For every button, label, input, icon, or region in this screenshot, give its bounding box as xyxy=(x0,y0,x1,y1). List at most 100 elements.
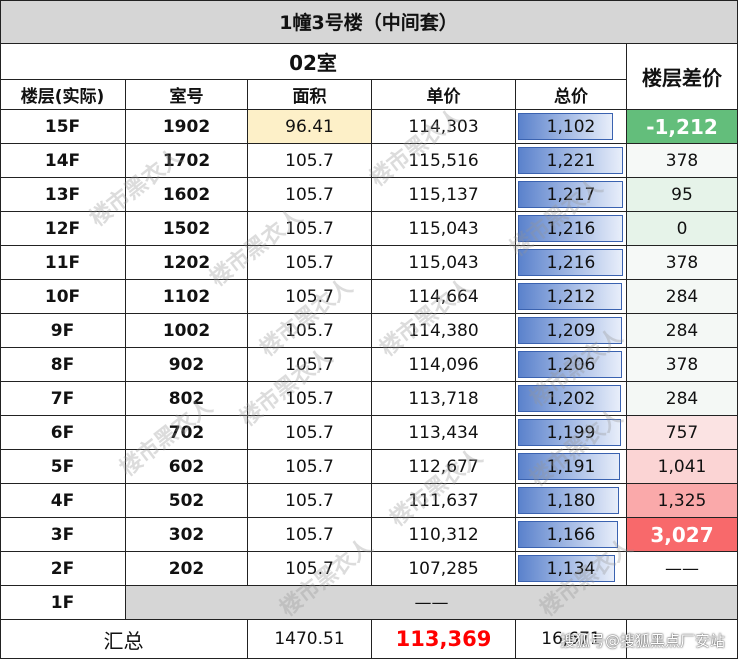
area-cell: 105.7 xyxy=(248,178,372,212)
total-price-value: 1,221 xyxy=(546,150,596,171)
area-cell: 105.7 xyxy=(248,416,372,450)
floor-cell: 8F xyxy=(0,348,126,382)
total-price-value: 1,134 xyxy=(546,558,596,579)
floor-diff-cell: 1,041 xyxy=(627,450,738,484)
total-price-bar xyxy=(518,521,618,548)
column-header: 总价 xyxy=(516,80,627,110)
total-price-bar xyxy=(518,113,613,140)
room-number-cell: 1502 xyxy=(126,212,248,246)
total-price-cell: 1,217 xyxy=(516,178,627,212)
total-price-cell: 1,209 xyxy=(516,314,627,348)
total-price-cell: 1,166 xyxy=(516,518,627,552)
unit-price-cell: 113,434 xyxy=(372,416,516,450)
floor-cell: 12F xyxy=(0,212,126,246)
area-cell: 105.7 xyxy=(248,212,372,246)
unit-price-cell: 110,312 xyxy=(372,518,516,552)
column-header: 单价 xyxy=(372,80,516,110)
area-cell: 105.7 xyxy=(248,450,372,484)
room-number-cell: 302 xyxy=(126,518,248,552)
total-price-bar xyxy=(518,249,623,276)
area-cell: 105.7 xyxy=(248,348,372,382)
total-price-value: 1,212 xyxy=(546,286,596,307)
total-price-bar xyxy=(518,181,623,208)
floor1-merged-cell: —— xyxy=(126,586,738,620)
total-price-value: 1,166 xyxy=(546,524,596,545)
total-price-bar xyxy=(518,351,622,378)
unit-price-cell: 115,043 xyxy=(372,246,516,280)
room-number-cell: 1902 xyxy=(126,110,248,144)
floor-cell: 6F xyxy=(0,416,126,450)
unit-price-cell: 115,516 xyxy=(372,144,516,178)
floor-cell: 2F xyxy=(0,552,126,586)
total-price-bar xyxy=(518,555,615,582)
total-price-cell: 1,216 xyxy=(516,246,627,280)
total-price-value: 1,202 xyxy=(546,388,596,409)
unit-price-cell: 112,677 xyxy=(372,450,516,484)
total-price-cell: 1,202 xyxy=(516,382,627,416)
unit-price-cell: 114,380 xyxy=(372,314,516,348)
floor-diff-cell: 378 xyxy=(627,348,738,382)
total-price-bar xyxy=(518,283,622,310)
total-price-bar xyxy=(518,215,623,242)
floor-cell: 7F xyxy=(0,382,126,416)
summary-label: 汇总 xyxy=(0,620,248,659)
floor-cell: 3F xyxy=(0,518,126,552)
area-cell: 105.7 xyxy=(248,552,372,586)
total-price-cell: 1,221 xyxy=(516,144,627,178)
room-number-cell: 802 xyxy=(126,382,248,416)
summary-total: 16,671 xyxy=(516,620,627,659)
unit-price-cell: 115,137 xyxy=(372,178,516,212)
floor-diff-cell: 284 xyxy=(627,280,738,314)
total-price-bar xyxy=(518,317,622,344)
floor-cell: 13F xyxy=(0,178,126,212)
floor-cell: 11F xyxy=(0,246,126,280)
floor-cell: 14F xyxy=(0,144,126,178)
room-number-cell: 1202 xyxy=(126,246,248,280)
area-cell: 105.7 xyxy=(248,246,372,280)
total-price-cell: 1,206 xyxy=(516,348,627,382)
floor-cell: 9F xyxy=(0,314,126,348)
column-header: 室号 xyxy=(126,80,248,110)
total-price-cell: 1,180 xyxy=(516,484,627,518)
summary-unit-price: 113,369 xyxy=(372,620,516,659)
total-price-value: 1,191 xyxy=(546,456,596,477)
unit-price-cell: 111,637 xyxy=(372,484,516,518)
total-price-cell: 1,199 xyxy=(516,416,627,450)
area-cell: 105.7 xyxy=(248,484,372,518)
floor-cell: 10F xyxy=(0,280,126,314)
total-price-value: 1,217 xyxy=(546,184,596,205)
total-price-value: 1,216 xyxy=(546,218,596,239)
total-price-bar xyxy=(518,419,621,446)
floor-diff-cell: 284 xyxy=(627,314,738,348)
total-price-bar xyxy=(518,453,620,480)
floor-diff-cell: 3,027 xyxy=(627,518,738,552)
total-price-cell: 1,216 xyxy=(516,212,627,246)
total-price-value: 1,206 xyxy=(546,354,596,375)
total-price-bar xyxy=(518,385,621,412)
floor-diff-cell: 284 xyxy=(627,382,738,416)
total-price-value: 1,209 xyxy=(546,320,596,341)
total-price-cell: 1,134 xyxy=(516,552,627,586)
unit-price-cell: 107,285 xyxy=(372,552,516,586)
room-number-cell: 1102 xyxy=(126,280,248,314)
room-number-cell: 1702 xyxy=(126,144,248,178)
total-price-bar xyxy=(518,147,623,174)
area-cell: 105.7 xyxy=(248,144,372,178)
table-title: 1幢3号楼（中间套） xyxy=(0,0,738,44)
floor-diff-cell: —— xyxy=(627,552,738,586)
unit-price-cell: 114,303 xyxy=(372,110,516,144)
area-cell: 105.7 xyxy=(248,314,372,348)
floor-diff-cell: 0 xyxy=(627,212,738,246)
floor-diff-cell: 95 xyxy=(627,178,738,212)
unit-price-cell: 114,664 xyxy=(372,280,516,314)
floor-cell: 4F xyxy=(0,484,126,518)
floor-diff-cell: -1,212 xyxy=(627,110,738,144)
total-price-value: 1,199 xyxy=(546,422,596,443)
room-number-cell: 902 xyxy=(126,348,248,382)
total-price-cell: 1,212 xyxy=(516,280,627,314)
diff-header: 楼层差价 xyxy=(627,44,738,110)
summary-area: 1470.51 xyxy=(248,620,372,659)
unit-price-cell: 115,043 xyxy=(372,212,516,246)
total-price-value: 1,180 xyxy=(546,490,596,511)
